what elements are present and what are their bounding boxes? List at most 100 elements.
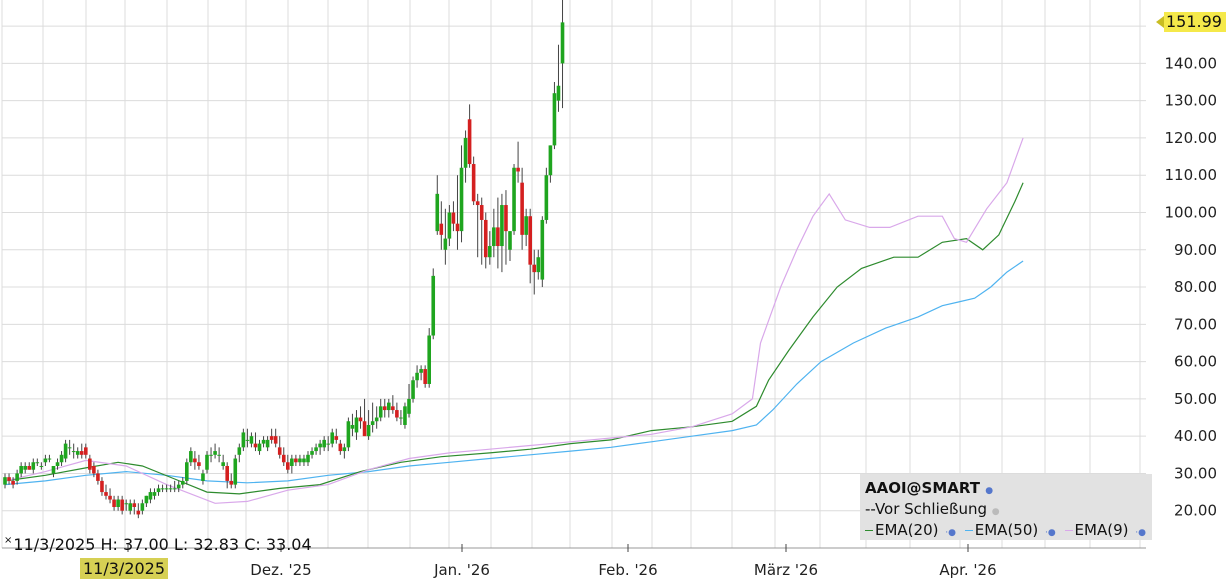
x-tick-label: März '26	[754, 561, 818, 579]
ema50-dot-icon: ·●	[1045, 528, 1056, 538]
y-tick-label: 60.00	[1174, 353, 1217, 371]
candle-up	[35, 462, 40, 464]
candle-up	[213, 451, 217, 455]
candle-up	[156, 488, 161, 493]
candle-up	[124, 503, 128, 505]
candle-up	[387, 402, 391, 411]
candle-up	[322, 439, 326, 448]
candle-down	[79, 451, 84, 455]
candle-up	[180, 480, 185, 485]
candle-up	[185, 462, 189, 481]
candle-up	[330, 432, 335, 444]
candle-down	[7, 477, 11, 481]
legend-status: --Vor Schließung ●	[865, 500, 1000, 518]
y-tick-label: 40.00	[1174, 427, 1217, 445]
candle-up	[314, 447, 318, 452]
candle-up	[500, 205, 504, 247]
candle-down	[467, 119, 472, 165]
candle-up	[233, 458, 238, 485]
y-tick-label: 20.00	[1174, 502, 1217, 520]
candle-up	[512, 167, 516, 232]
candle-up	[443, 238, 448, 250]
y-tick-label: 140.00	[1165, 54, 1218, 72]
candle-up	[148, 492, 153, 500]
status-dot-icon: ●	[991, 507, 1000, 517]
candle-up	[144, 495, 149, 504]
candle-down	[11, 480, 15, 485]
candle-down	[479, 205, 484, 220]
candle-up	[140, 503, 145, 511]
crosshair-info-text: 11/3/2025 H: 37.00 L: 32.83 C: 33.04	[13, 535, 312, 554]
candle-down	[391, 406, 395, 411]
x-tick-label: Apr. '26	[939, 561, 996, 579]
candle-down	[382, 406, 387, 411]
y-tick-label: 30.00	[1174, 464, 1217, 482]
legend-ema9[interactable]: EMA(9) ·●	[1064, 521, 1148, 539]
candle-down	[120, 499, 124, 511]
ema9-swatch-icon	[1064, 530, 1073, 531]
x-axis: Dez. '25 Jan. '26 Feb. '26 März '26 Apr. '26	[127, 544, 997, 579]
candle-up	[249, 436, 254, 444]
candle-up	[560, 22, 565, 64]
ema9-dot-icon: ·●	[1135, 528, 1146, 538]
candle-up	[205, 454, 209, 470]
legend-symbol[interactable]: AAOI@SMART ●	[865, 479, 994, 497]
chart-grid	[1, 0, 1146, 549]
candle-up	[544, 175, 549, 220]
ema20-dot-icon: ·●	[945, 528, 956, 538]
candle-down	[96, 473, 100, 481]
candle-down	[286, 462, 290, 470]
candle-down	[132, 503, 137, 507]
candle-up	[326, 443, 330, 445]
candle-up	[3, 477, 7, 485]
candle-up	[435, 193, 440, 232]
candle-up	[540, 219, 545, 280]
candle-down	[395, 410, 399, 418]
candle-up	[350, 424, 355, 429]
ema20-line	[4, 182, 1024, 495]
y-tick-label: 50.00	[1174, 390, 1217, 408]
candle-down	[269, 436, 274, 440]
candle-up	[403, 406, 407, 425]
candle-up	[556, 85, 561, 101]
candle-up	[31, 462, 36, 470]
x-tick-label: Feb. '26	[598, 561, 657, 579]
candle-down	[273, 436, 278, 444]
candle-up	[75, 451, 80, 455]
candle-up	[290, 458, 294, 466]
candle-down	[455, 223, 460, 232]
candle-up	[447, 212, 452, 239]
candle-down	[281, 454, 286, 463]
legend-ema20[interactable]: EMA(20) ·●	[865, 521, 958, 539]
candle-down	[451, 212, 456, 224]
candle-up	[459, 167, 464, 232]
candle-up	[536, 257, 541, 273]
y-tick-label: 120.00	[1165, 129, 1218, 147]
crosshair-info: ×11/3/2025 H: 37.00 L: 32.83 C: 33.04	[4, 535, 312, 554]
chart-legend[interactable]: AAOI@SMART ● --Vor Schließung ● EMA(20) …	[860, 474, 1152, 540]
candle-up	[524, 216, 528, 235]
ema9-line	[4, 137, 1024, 504]
candle-up	[378, 406, 383, 418]
candle-up	[346, 421, 351, 448]
candle-up	[209, 454, 213, 456]
last-price-tag: 151.99	[1156, 12, 1226, 32]
legend-indicators[interactable]: EMA(20) ·● EMA(50) ·● EMA(9) ·●	[865, 521, 1150, 539]
candle-down	[483, 219, 488, 258]
candle-down	[88, 458, 92, 470]
candle-down	[229, 480, 234, 485]
candle-down	[27, 465, 32, 470]
candle-up	[116, 499, 120, 507]
y-axis: 20.00 30.00 40.00 50.00 60.00 70.00 80.00 90.00…	[1165, 17, 1218, 520]
candle-up	[189, 451, 193, 463]
candle-up	[306, 454, 310, 463]
candle-up	[411, 380, 415, 399]
candle-up	[261, 439, 266, 444]
ema50-line	[4, 260, 1024, 486]
candle-up	[354, 417, 359, 433]
candle-down	[362, 421, 367, 437]
candle-up	[241, 432, 246, 448]
candle-down	[475, 201, 480, 206]
legend-ema50[interactable]: EMA(50) ·●	[964, 521, 1058, 539]
candle-up	[59, 454, 64, 463]
